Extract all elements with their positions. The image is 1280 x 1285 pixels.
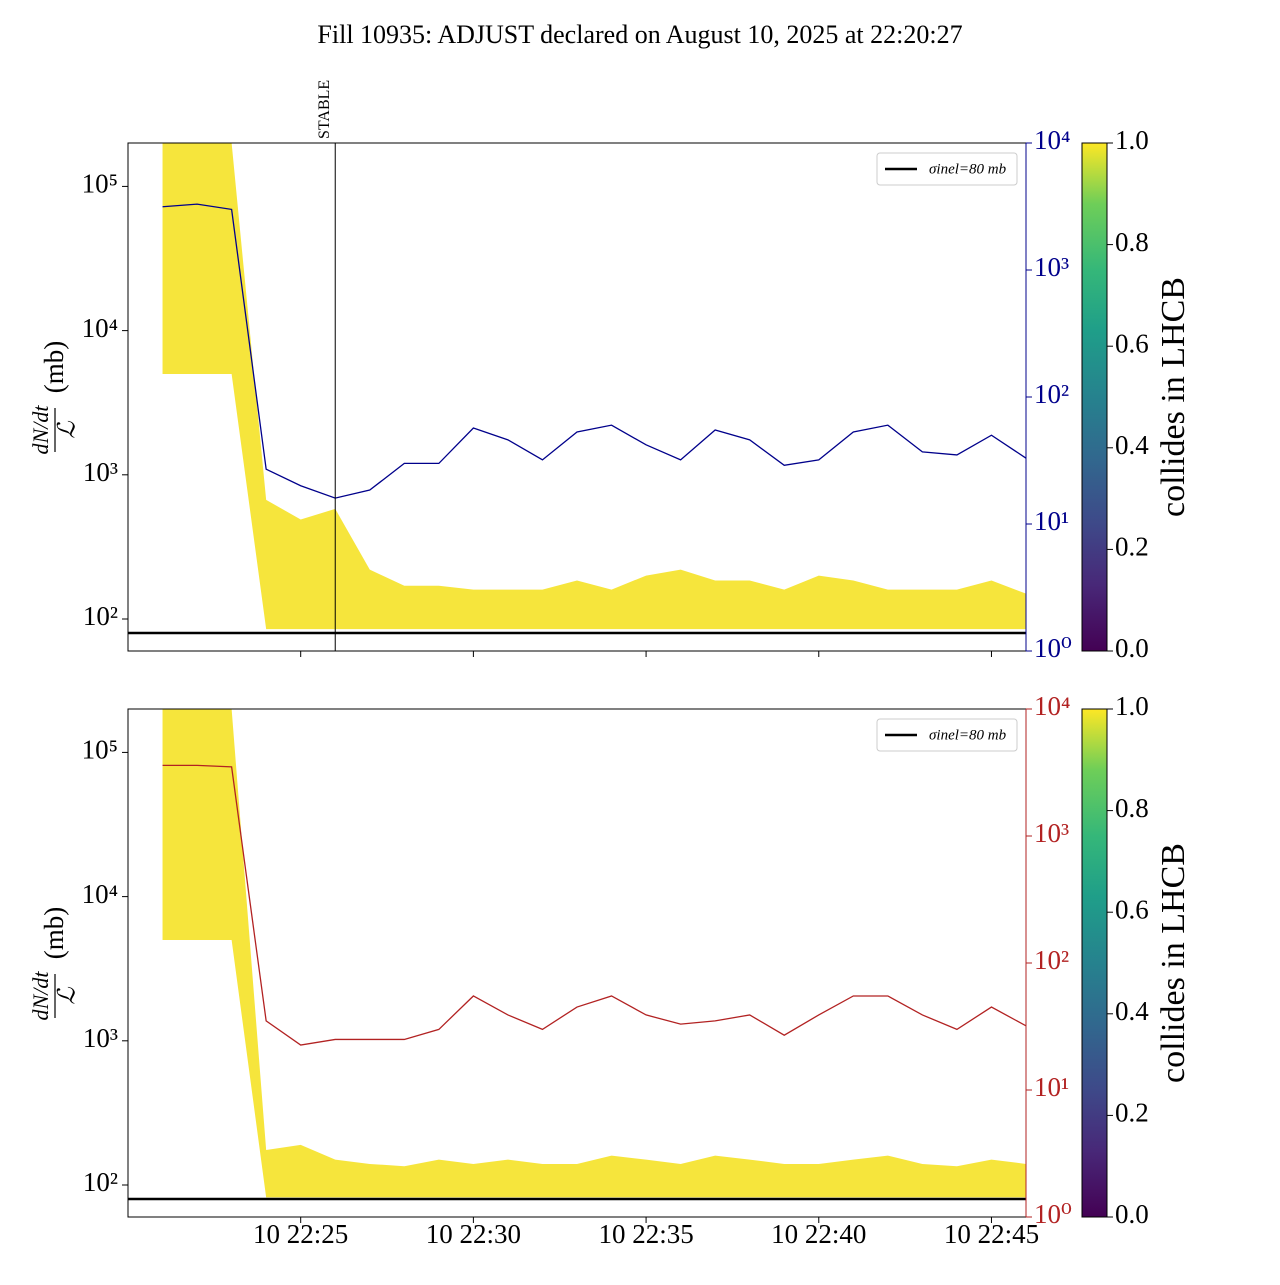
y2-tick-label: 10⁰ [1034, 633, 1072, 663]
y-tick-label: 10⁴ [82, 313, 118, 343]
colorbar-tick-label: 0.6 [1115, 328, 1149, 358]
legend-box [876, 718, 1018, 752]
y-axis-label: dN/dt ℒ (mb) [28, 341, 80, 455]
colorbar-tick-label: 0.4 [1115, 430, 1149, 460]
y2-tick-label: 10² [1034, 945, 1069, 975]
y-label-unit: (mb) [39, 907, 69, 959]
y-label-numerator: dN/dt [28, 971, 53, 1021]
colorbar-label: collides in LHCB [1155, 277, 1192, 517]
y2-tick-label: 10¹ [1034, 506, 1069, 536]
y2-tick-label: 10¹ [1034, 1072, 1069, 1102]
y2-tick-label: 10³ [1034, 818, 1069, 848]
colorbar [1081, 142, 1108, 652]
colorbar-tick-label: 0.0 [1115, 1199, 1149, 1229]
legend-label: σinel=80 mb [929, 727, 1007, 743]
colorbar-tick-label: 0.2 [1115, 532, 1149, 562]
colorbar-tick-label: 0.4 [1115, 996, 1149, 1026]
legend-label: σinel=80 mb [929, 161, 1007, 177]
colorbar-tick-label: 1.0 [1115, 125, 1149, 155]
sigma-band [162, 143, 1026, 630]
legend-box [876, 152, 1018, 186]
y2-tick-label: 10⁰ [1034, 1199, 1072, 1229]
y-tick-label: 10⁵ [82, 169, 118, 199]
y2-tick-label: 10⁴ [1034, 125, 1070, 155]
colorbar-tick-label: 0.6 [1115, 894, 1149, 924]
y-tick-label: 10³ [83, 457, 118, 487]
x-tick-label: 10 22:25 [253, 1219, 348, 1249]
x-tick-label: 10 22:40 [771, 1219, 866, 1249]
colorbar-tick-label: 0.0 [1115, 633, 1149, 663]
luminosity-line [162, 203, 1026, 499]
y-axis-label: dN/dt ℒ (mb) [28, 907, 80, 1021]
colorbar-tick-label: 0.8 [1115, 227, 1149, 257]
colorbar-label: collides in LHCB [1155, 843, 1192, 1083]
figure-title: Fill 10935: ADJUST declared on August 10… [317, 20, 962, 49]
colorbar-tick-label: 0.8 [1115, 793, 1149, 823]
y2-tick-label: 10⁴ [1034, 691, 1070, 721]
y2-tick-label: 10² [1034, 379, 1069, 409]
y2-tick-label: 10³ [1034, 252, 1069, 282]
colorbar [1081, 708, 1108, 1218]
y-label-unit: (mb) [39, 341, 69, 393]
y-tick-label: 10² [83, 601, 118, 631]
luminosity-line [162, 764, 1026, 1046]
y-label-denominator: ℒ [55, 421, 81, 439]
colorbar-tick-label: 1.0 [1115, 691, 1149, 721]
y-tick-label: 10⁴ [82, 879, 118, 909]
x-tick-label: 10 22:30 [426, 1219, 521, 1249]
colorbar-tick-label: 0.2 [1115, 1098, 1149, 1128]
y-tick-label: 10³ [83, 1023, 118, 1053]
x-tick-label: 10 22:35 [598, 1219, 693, 1249]
x-tick-label: 10 22:45 [944, 1219, 1039, 1249]
stable-label: STABLE [316, 80, 333, 139]
y-label-denominator: ℒ [55, 987, 81, 1005]
sigma-band [162, 709, 1026, 1198]
y-tick-label: 10⁵ [82, 735, 118, 765]
y-label-numerator: dN/dt [28, 405, 53, 455]
y-tick-label: 10² [83, 1167, 118, 1197]
